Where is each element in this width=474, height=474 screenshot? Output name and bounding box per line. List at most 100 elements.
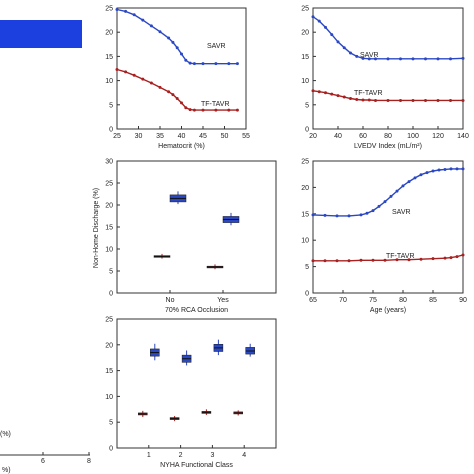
lvedv-xtick-label-3: 80 — [384, 133, 392, 140]
age-ytick-label-0: 0 — [305, 291, 309, 298]
lvedv-savr-point — [324, 25, 327, 29]
lvedv-savr-point — [317, 19, 321, 23]
age-savr-point — [383, 200, 387, 204]
hematocrit-tf-tavr-point — [214, 108, 218, 112]
age-tf-tavr-point — [455, 255, 459, 259]
age-plot-frame — [312, 160, 464, 294]
age-ytick-label-3: 15 — [301, 211, 309, 218]
lvedv-tf-tavr-point — [436, 98, 440, 102]
hematocrit-savr-point — [158, 30, 162, 34]
hematocrit-savr-point — [192, 62, 196, 66]
age-xtick-label-0: 65 — [309, 297, 317, 304]
age-savr-point — [359, 213, 363, 217]
lvedv-savr-point — [411, 57, 415, 61]
nyha-x-axis-label: NYHA Functional Class — [160, 462, 233, 469]
lvedv-tf-tavr-point — [349, 97, 352, 101]
nyha-ytick-label-3: 15 — [105, 368, 113, 375]
age-tf-tavr-point — [335, 259, 339, 263]
hematocrit-savr-point — [227, 62, 231, 66]
age-savr-point — [365, 211, 369, 215]
lvedv-ytick-label-2: 10 — [301, 78, 309, 85]
age-tf-tavr-point — [359, 258, 363, 262]
lvedv-xtick-label-0: 20 — [309, 133, 317, 140]
lvedv-ytick-label-1: 5 — [305, 102, 309, 109]
nyha-xtick-label-1: 2 — [179, 452, 183, 459]
age-savr-line — [312, 168, 463, 217]
hematocrit-x-axis-label: Hematocrit (%) — [158, 143, 205, 150]
lvedv-savr-point — [399, 57, 402, 61]
age-tf-tavr-point — [431, 257, 435, 261]
lvedv-x-axis-label: LVEDV Index (mL/m²) — [354, 143, 422, 150]
age-savr-point — [449, 167, 453, 171]
hematocrit-savr-point — [115, 7, 119, 11]
hematocrit-tf-tavr-point — [188, 108, 192, 112]
hematocrit-ytick-label-5: 25 — [105, 6, 113, 13]
age-savr-series-label: SAVR — [392, 209, 411, 216]
age-savr-point — [401, 184, 405, 188]
lvedv-savr-point — [361, 56, 365, 60]
lvedv-tf-tavr-point — [399, 98, 402, 102]
hematocrit-savr-point — [167, 36, 171, 40]
hematocrit-savr-point — [184, 58, 188, 62]
left-panel-axis-label-fragment: (%) — [0, 431, 11, 438]
left-panel-xtick-8: 8 — [87, 458, 91, 465]
lvedv-xtick-label-1: 40 — [334, 133, 342, 140]
age-tf-tavr-point — [371, 258, 375, 262]
hematocrit-ytick-label-1: 5 — [109, 102, 113, 109]
age-tf-tavr-point — [395, 258, 399, 262]
hematocrit-tf-tavr-point — [149, 81, 153, 85]
hematocrit-savr-point — [171, 40, 175, 44]
hematocrit-xtick-label-4: 45 — [199, 133, 207, 140]
lvedv-savr-point — [330, 33, 334, 37]
age-xtick-label-3: 80 — [399, 297, 407, 304]
hematocrit-savr-line — [116, 8, 238, 65]
nyha-ytick-label-2: 10 — [105, 394, 113, 401]
hematocrit-plot-frame — [116, 7, 247, 130]
legend-color-block — [0, 20, 82, 48]
age-savr-point — [389, 194, 393, 198]
age-savr-point — [347, 214, 351, 218]
lvedv-ytick-label-3: 15 — [301, 54, 309, 61]
age-tf-tavr-point — [347, 259, 351, 263]
hematocrit-tf-tavr-point — [171, 93, 175, 97]
age-tf-tavr-point — [419, 257, 423, 261]
age-xtick-label-5: 90 — [459, 297, 467, 304]
hematocrit-savr-series-label: SAVR — [207, 43, 226, 50]
age-savr-point — [437, 168, 441, 172]
lvedv-plot-frame — [312, 7, 464, 130]
nyha-xtick-label-3: 4 — [242, 452, 246, 459]
lvedv-tf-tavr-point — [342, 95, 346, 99]
rca-ytick-label-3: 15 — [105, 225, 113, 232]
hematocrit-tf-tavr-point — [167, 90, 171, 94]
hematocrit-tf-tavr-series-label: TF-TAVR — [201, 101, 230, 108]
hematocrit-tf-tavr-point — [192, 108, 196, 112]
hematocrit-tf-tavr-point — [115, 67, 119, 71]
nyha-ytick-label-0: 0 — [109, 446, 113, 453]
hematocrit-tf-tavr-point — [180, 101, 183, 105]
lvedv-savr-series-label: SAVR — [360, 52, 379, 59]
rca-ytick-label-5: 25 — [105, 181, 113, 188]
age-savr-point — [407, 180, 411, 184]
lvedv-savr-point — [336, 40, 340, 44]
age-savr-point — [431, 169, 435, 173]
lvedv-tf-tavr-point — [449, 98, 452, 102]
age-ytick-label-1: 5 — [305, 264, 309, 271]
age-xtick-label-4: 85 — [429, 297, 437, 304]
rca-xtick-label-0: No — [166, 297, 175, 304]
lvedv-ytick-label-5: 25 — [301, 6, 309, 13]
age-savr-point — [377, 204, 381, 208]
lvedv-tf-tavr-point — [330, 92, 334, 96]
hematocrit-tf-tavr-point — [132, 73, 136, 77]
lvedv-savr-point — [355, 54, 359, 58]
hematocrit-xtick-label-3: 40 — [178, 133, 186, 140]
age-savr-point — [419, 173, 423, 177]
rca-ytick-label-1: 5 — [109, 269, 113, 276]
hematocrit-savr-point — [188, 61, 192, 65]
lvedv-savr-point — [342, 46, 346, 50]
hematocrit-tf-tavr-point — [175, 97, 179, 101]
age-tf-tavr-point — [449, 256, 453, 260]
hematocrit-savr-point — [235, 62, 239, 66]
nyha-xtick-label-0: 1 — [147, 452, 151, 459]
hematocrit-xtick-label-0: 25 — [113, 133, 121, 140]
